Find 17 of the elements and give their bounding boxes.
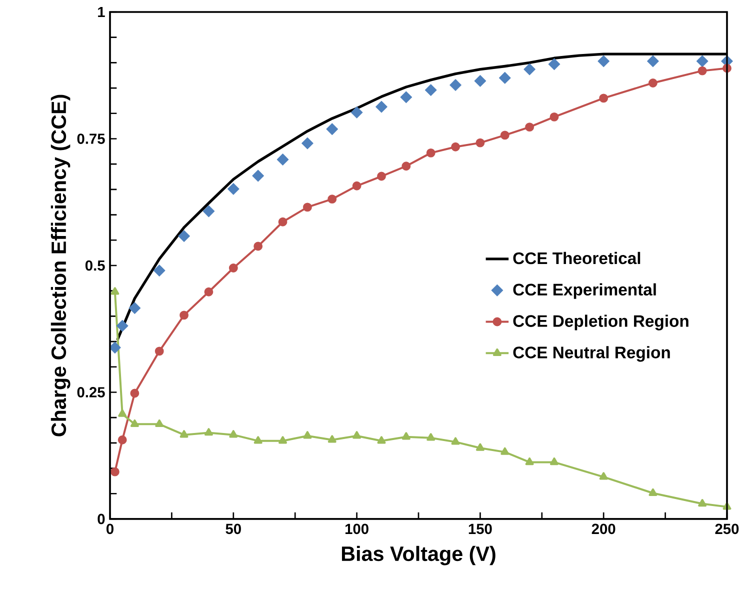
x-tick-label: 50: [226, 524, 241, 534]
legend-label: CCE Neutral Region: [513, 346, 670, 362]
x-tick-label: 250: [715, 524, 739, 534]
y-tick-label: 1: [98, 6, 105, 18]
y-tick-label: 0: [98, 514, 105, 524]
x-tick-label: 150: [468, 524, 492, 534]
legend-label: CCE Theoretical: [513, 252, 640, 264]
x-axis-title: Bias Voltage (V): [342, 546, 496, 566]
legend-label: CCE Depletion Region: [513, 314, 688, 330]
x-tick-label: 0: [106, 524, 114, 534]
y-tick-label: 0.25: [77, 387, 105, 398]
legend-label: CCE Experimental: [513, 283, 656, 299]
x-tick-label: 100: [345, 524, 368, 534]
x-tick-label: 200: [592, 524, 616, 534]
y-axis-title: Charge Collection Efficiency (CCE): [50, 94, 70, 436]
y-tick-label: 0.75: [77, 134, 105, 144]
y-tick-label: 0.5: [85, 260, 105, 271]
